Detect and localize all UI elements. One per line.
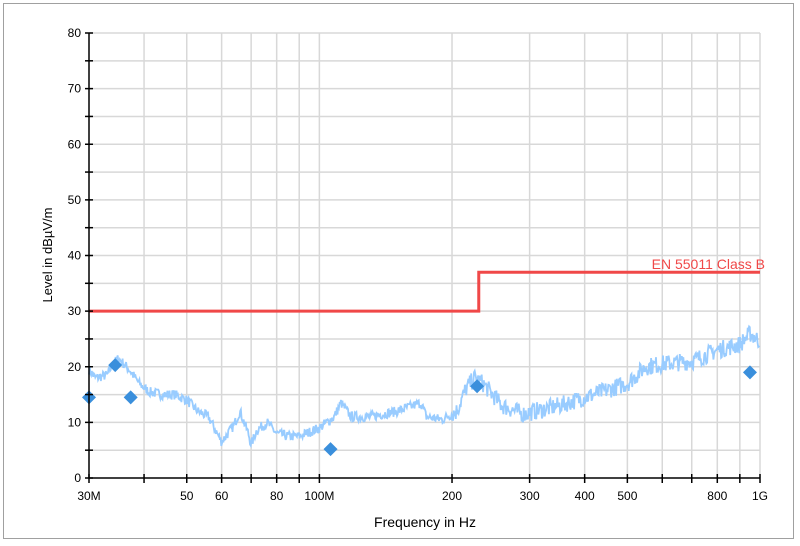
peak-marker [123,390,138,405]
x-tick-label: 400 [575,489,595,503]
x-axis-label: Frequency in Hz [374,514,476,530]
y-axis-label: Level in dBµV/m [40,208,55,303]
x-tick-label: 100M [304,489,334,503]
x-tick-label: 800 [707,489,727,503]
x-tick-label: 50 [180,489,194,503]
y-tick-label: 40 [68,249,82,263]
peak-marker [323,442,338,457]
y-tick-label: 30 [68,304,82,318]
y-tick-label: 80 [68,26,82,40]
trace-line [88,324,761,449]
x-tick-label: 30M [77,489,100,503]
y-tick-label: 20 [68,360,82,374]
x-tick-label: 500 [617,489,637,503]
y-tick-label: 0 [74,471,81,485]
x-tick-label: 300 [520,489,540,503]
x-tick-label: 1G [752,489,768,503]
limit-line-series [89,270,760,313]
x-tick-label: 80 [270,489,284,503]
peak-marker [108,358,123,373]
trace-series [88,324,761,449]
y-tick-label: 70 [68,82,82,96]
limit-line-label: EN 55011 Class B [652,256,765,272]
grid [89,32,761,478]
limit-line [89,270,760,313]
peak-marker [742,365,757,380]
axes: 30M 50 60 80 100M 200 300 400 500 800 1G 0 10 20 30 40 5… [68,26,768,503]
y-tick-label: 10 [68,415,82,429]
y-tick-label: 50 [68,193,82,207]
x-tick-label: 200 [442,489,462,503]
y-tick-label: 60 [68,137,82,151]
x-tick-label: 60 [215,489,229,503]
peak-marker [470,379,485,394]
